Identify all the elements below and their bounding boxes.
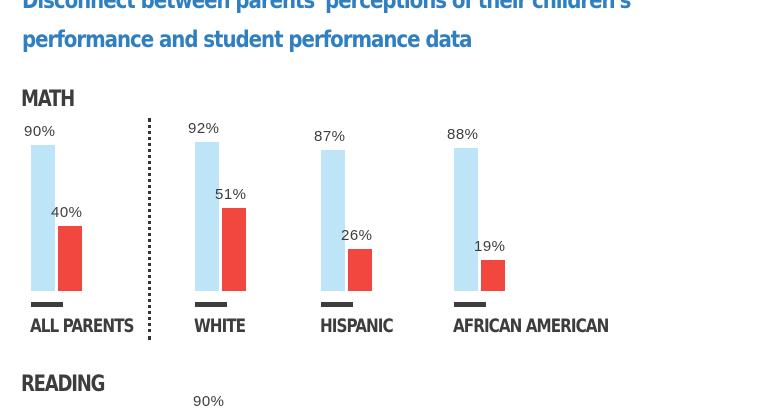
- bar-actual-3: [481, 260, 505, 291]
- bar-actual-0: [58, 226, 82, 291]
- section-heading-math: MATH: [21, 87, 75, 112]
- category-marker-2: [321, 302, 353, 307]
- bar-perception-3: [454, 148, 478, 291]
- category-label-3: AFRICAN AMERICAN: [453, 315, 609, 337]
- chart-title-line-1: Disconnect between parents' perceptions …: [22, 0, 631, 14]
- category-marker-0: [31, 302, 63, 307]
- bar-perception-0: [31, 145, 55, 291]
- bar-value-label-2-1: 26%: [341, 226, 373, 244]
- bar-value-label-1-1: 51%: [215, 186, 247, 204]
- category-label-2: HISPANIC: [320, 315, 394, 337]
- bar-value-label-0-0: 90%: [24, 123, 56, 141]
- group-divider: [148, 118, 151, 340]
- bar-value-label-1-0: 92%: [188, 119, 220, 137]
- bar-value-label-3-1: 19%: [474, 238, 506, 256]
- category-label-0: ALL PARENTS: [30, 315, 134, 337]
- reading-value-label: 90%: [193, 393, 225, 410]
- bar-perception-2: [321, 150, 345, 291]
- bar-actual-1: [222, 208, 246, 291]
- bar-value-label-3-0: 88%: [447, 126, 479, 144]
- chart-title-line-2: performance and student performance data: [22, 27, 473, 53]
- category-marker-3: [454, 302, 486, 307]
- bar-value-label-0-1: 40%: [51, 204, 83, 222]
- category-label-1: WHITE: [194, 315, 246, 337]
- bar-perception-1: [195, 141, 219, 291]
- bar-actual-2: [348, 248, 372, 291]
- bar-value-label-2-0: 87%: [314, 128, 346, 146]
- category-marker-1: [195, 302, 227, 307]
- section-heading-reading: READING: [21, 372, 105, 397]
